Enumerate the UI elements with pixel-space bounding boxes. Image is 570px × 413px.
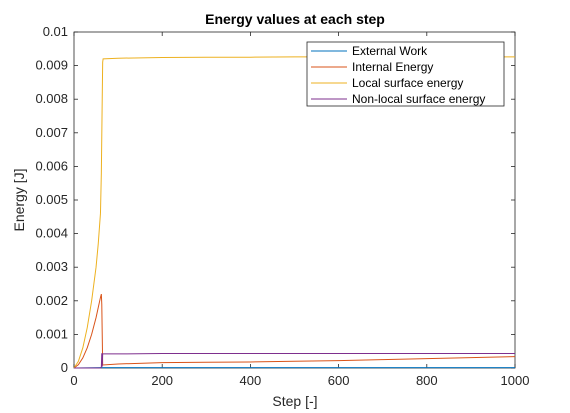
- y-tick-label: 0.01: [43, 24, 68, 39]
- legend-label: External Work: [352, 44, 428, 58]
- x-tick-label: 800: [416, 373, 438, 388]
- y-tick-label: 0.003: [35, 259, 68, 274]
- y-tick-label: 0.002: [35, 293, 68, 308]
- y-tick-label: 0.009: [35, 58, 68, 73]
- y-tick-label: 0.005: [35, 192, 68, 207]
- chart-title: Energy values at each step: [205, 11, 385, 27]
- x-tick-label: 400: [240, 373, 262, 388]
- y-tick-label: 0.001: [35, 326, 68, 341]
- y-tick-label: 0: [61, 360, 68, 375]
- x-tick-label: 600: [328, 373, 350, 388]
- y-tick-label: 0.004: [35, 226, 68, 241]
- legend-box: [306, 41, 505, 107]
- y-tick-label: 0.007: [35, 125, 68, 140]
- x-tick-label: 0: [70, 373, 77, 388]
- y-axis-label: Energy [J]: [11, 168, 27, 231]
- legend-label: Internal Energy: [352, 60, 433, 74]
- x-tick-label: 200: [151, 373, 173, 388]
- series-line-internal-energy: [73, 293, 516, 369]
- y-tick-label: 0.006: [35, 158, 68, 173]
- series-line-non-local-surface-energy: [74, 353, 515, 369]
- x-tick-label: 1000: [501, 373, 530, 388]
- y-tick-label: 0.008: [35, 91, 68, 106]
- axis-ticks: 0 200 400 600 800 1000 0 0.001 0.002 0.003 0.004 0.…: [35, 24, 529, 388]
- legend: External Work Internal Energy Local surfac…: [306, 41, 505, 107]
- legend-label: Non-local surface energy: [352, 92, 485, 106]
- x-axis-label: Step [-]: [272, 393, 317, 409]
- legend-items: External Work Internal Energy Local surfac…: [311, 44, 485, 106]
- legend-label: Local surface energy: [352, 76, 463, 90]
